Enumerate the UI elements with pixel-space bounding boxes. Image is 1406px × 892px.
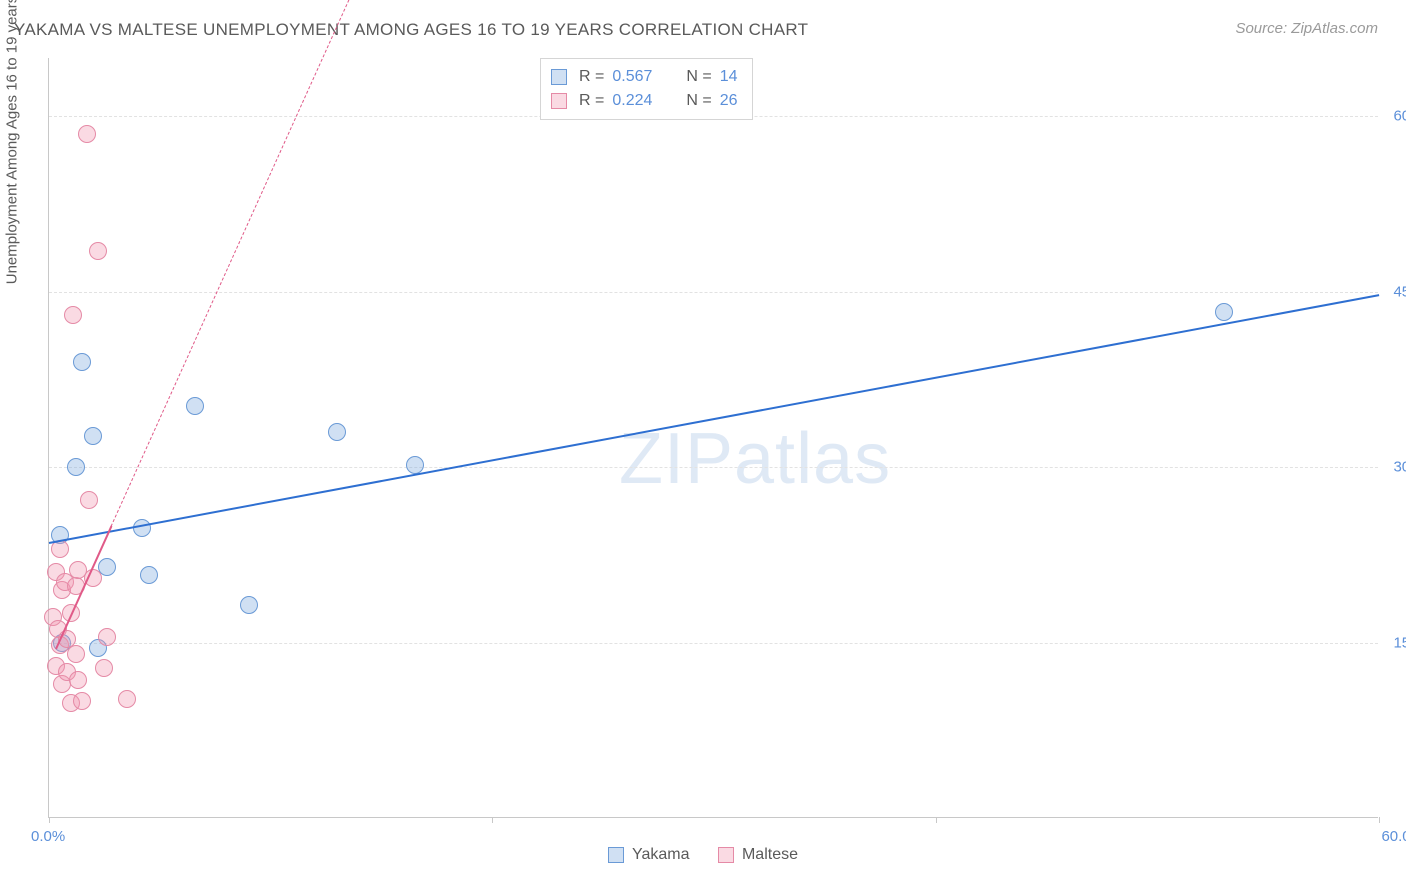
maltese-point — [64, 306, 82, 324]
watermark-left: ZIP — [619, 419, 734, 499]
yakama-point — [73, 353, 91, 371]
y-axis-title: Unemployment Among Ages 16 to 19 years — [4, 0, 21, 284]
x-tick — [1379, 817, 1380, 823]
yakama-swatch — [551, 69, 567, 85]
x-tick — [49, 817, 50, 823]
y-tick-label: 60.0% — [1386, 108, 1406, 125]
maltese-swatch-icon — [718, 847, 734, 863]
yakama-point — [140, 566, 158, 584]
maltese-swatch — [551, 93, 567, 109]
yakama-point — [1215, 303, 1233, 321]
maltese-point — [78, 125, 96, 143]
stat-row-yakama: R = 0.567 N = 14 — [551, 65, 738, 89]
x-tick — [492, 817, 493, 823]
gridline — [49, 467, 1378, 468]
maltese-point — [118, 690, 136, 708]
x-max-label: 60.0% — [1381, 828, 1406, 845]
maltese-n-value: 26 — [720, 89, 738, 113]
maltese-point — [67, 645, 85, 663]
watermark: ZIPatlas — [619, 418, 891, 500]
yakama-swatch-icon — [608, 847, 624, 863]
legend-maltese-label: Maltese — [742, 846, 798, 864]
maltese-point — [89, 242, 107, 260]
maltese-point — [98, 628, 116, 646]
legend-item-yakama: Yakama — [608, 846, 690, 864]
yakama-point — [406, 456, 424, 474]
yakama-point — [84, 427, 102, 445]
stat-row-maltese: R = 0.224 N = 26 — [551, 89, 738, 113]
yakama-point — [186, 397, 204, 415]
yakama-n-value: 14 — [720, 65, 738, 89]
maltese-point — [80, 491, 98, 509]
yakama-point — [328, 423, 346, 441]
stats-legend: R = 0.567 N = 14 R = 0.224 N = 26 — [540, 58, 753, 120]
legend-item-maltese: Maltese — [718, 846, 798, 864]
chart-title: YAKAMA VS MALTESE UNEMPLOYMENT AMONG AGE… — [14, 20, 808, 40]
chart-source: Source: ZipAtlas.com — [1235, 20, 1378, 37]
maltese-r-value: 0.224 — [612, 89, 652, 113]
x-min-label: 0.0% — [31, 828, 65, 845]
legend-yakama-label: Yakama — [632, 846, 690, 864]
yakama-point — [240, 596, 258, 614]
yakama-point — [67, 458, 85, 476]
x-tick — [936, 817, 937, 823]
series-legend: Yakama Maltese — [0, 846, 1406, 868]
maltese-point — [73, 692, 91, 710]
gridline — [49, 292, 1378, 293]
trend-line — [111, 0, 360, 526]
trend-line — [49, 294, 1379, 544]
yakama-r-value: 0.567 — [612, 65, 652, 89]
yakama-point — [133, 519, 151, 537]
watermark-right: atlas — [734, 419, 891, 499]
gridline — [49, 643, 1378, 644]
maltese-point — [69, 671, 87, 689]
y-tick-label: 15.0% — [1386, 634, 1406, 651]
y-tick-label: 30.0% — [1386, 459, 1406, 476]
y-tick-label: 45.0% — [1386, 283, 1406, 300]
maltese-point — [95, 659, 113, 677]
plot-area: ZIPatlas 0.0% 60.0% 15.0%30.0%45.0%60.0% — [48, 58, 1378, 818]
